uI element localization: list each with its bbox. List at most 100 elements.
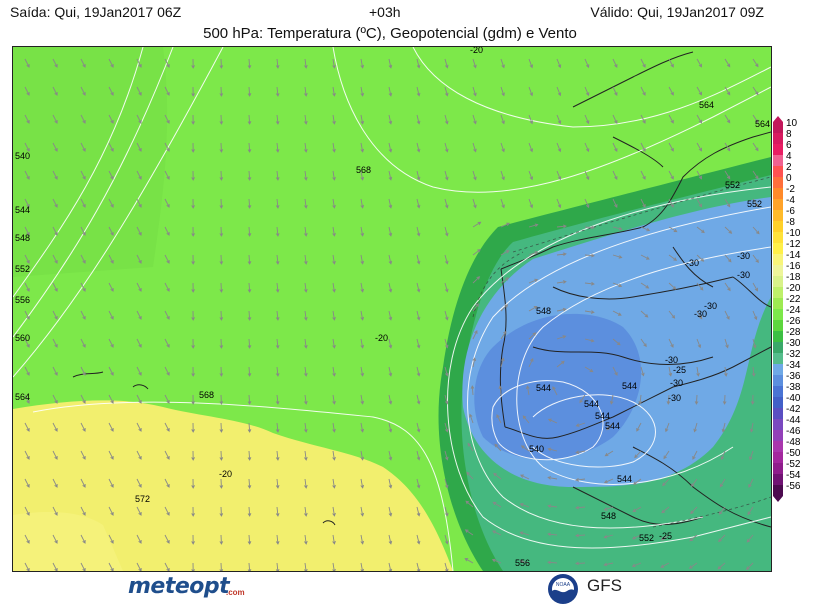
colorbar-swatch: [773, 353, 783, 364]
forecast-lead: +03h: [369, 4, 401, 20]
wind-arrow: [603, 534, 614, 539]
colorbar-tick-label: -18: [786, 272, 801, 283]
colorbar-tick-label: -38: [786, 382, 801, 393]
wind-arrow: [444, 478, 449, 489]
wind-arrow: [219, 534, 224, 545]
colorbar-swatch: [773, 342, 783, 353]
wind-arrow: [136, 170, 142, 180]
wind-arrow: [136, 282, 142, 292]
wind-arrow: [247, 254, 252, 265]
wind-arrow: [416, 58, 421, 69]
wind-arrow: [332, 394, 336, 405]
wind-arrow: [528, 198, 534, 209]
wind-arrow: [24, 282, 30, 292]
wind-arrow: [696, 86, 702, 96]
wind-arrow: [388, 142, 393, 153]
wind-arrow: [247, 478, 252, 489]
geopotential-label: 552: [15, 264, 30, 274]
wind-arrow: [24, 226, 30, 236]
wind-arrow: [575, 478, 586, 482]
temperature-label: -30: [694, 309, 707, 319]
wind-arrow: [108, 534, 114, 544]
wind-arrow: [24, 114, 30, 124]
wind-arrow: [275, 282, 280, 293]
wind-arrow: [640, 366, 645, 377]
wind-arrow: [304, 506, 308, 517]
colorbar-tick-label: -8: [786, 217, 795, 228]
colorbar-swatch: [773, 210, 783, 221]
wind-arrow: [360, 562, 365, 571]
wind-arrow: [668, 86, 674, 96]
wind-arrow: [528, 114, 534, 125]
wind-arrow: [666, 394, 671, 405]
colorbar-tick-label: -36: [786, 371, 801, 382]
wind-arrow: [718, 506, 726, 515]
wind-arrow: [472, 248, 481, 256]
wind-arrow: [247, 58, 252, 69]
wind-arrow: [136, 506, 142, 516]
geopotential-label: 564: [699, 100, 714, 110]
wind-arrow: [496, 414, 502, 424]
wind-arrow: [464, 558, 474, 564]
wind-arrow: [752, 338, 757, 349]
wind-arrow: [444, 562, 449, 571]
wind-arrow: [247, 366, 252, 377]
wind-arrow: [724, 114, 731, 124]
wind-arrow: [668, 366, 673, 377]
wind-arrow: [470, 385, 475, 396]
green-shade-west: [13, 47, 168, 277]
colorbar-swatch: [773, 320, 783, 331]
wind-arrow: [275, 534, 280, 545]
wind-arrow: [528, 86, 534, 97]
wind-arrow: [164, 282, 170, 292]
wind-arrow: [219, 58, 224, 69]
wind-arrow: [164, 254, 170, 264]
wind-arrow: [416, 534, 421, 545]
geopotential-label: 544: [595, 411, 610, 421]
wind-arrow: [444, 170, 449, 181]
wind-arrow: [640, 338, 647, 348]
wind-arrow: [500, 114, 505, 125]
wind-arrow: [528, 142, 534, 153]
wind-arrow: [332, 282, 336, 293]
wind-arrow: [718, 534, 726, 543]
wind-arrow: [191, 338, 195, 349]
colorbar-swatch: [773, 331, 783, 342]
wind-arrow: [164, 310, 170, 320]
geopotential-label: 552: [639, 533, 654, 543]
wind-arrow: [472, 330, 478, 340]
wind-arrow: [360, 142, 365, 153]
wind-arrow: [164, 114, 170, 124]
wind-arrow: [275, 562, 280, 571]
wind-arrow: [575, 561, 586, 566]
wind-arrow: [752, 114, 759, 124]
wind-arrow: [724, 282, 731, 292]
wind-arrow: [388, 198, 393, 209]
wind-arrow: [164, 142, 170, 152]
temperature-label: -30: [665, 355, 678, 365]
wind-arrow: [717, 562, 726, 570]
wind-arrow: [247, 422, 252, 433]
wind-arrow: [360, 478, 365, 489]
colorbar-labels: 1086420-2-4-6-8-10-12-14-16-18-20-22-24-…: [786, 118, 801, 492]
wind-arrow: [80, 170, 86, 180]
wind-arrow: [219, 562, 224, 571]
colorbar-tick-label: -32: [786, 349, 801, 360]
wind-arrow: [500, 250, 510, 256]
wind-arrow: [556, 170, 562, 181]
wind-arrow: [752, 170, 759, 180]
wind-arrow: [275, 478, 280, 489]
wind-arrow: [24, 366, 30, 376]
wind-arrow: [444, 450, 449, 461]
wind-arrow: [360, 338, 365, 349]
wind-arrow: [52, 170, 58, 180]
wind-arrow: [219, 170, 224, 181]
colorbar-tick-label: 2: [786, 162, 792, 173]
wind-arrow: [416, 506, 421, 517]
wind-arrow: [24, 506, 30, 516]
wind-arrow: [304, 226, 308, 237]
wind-arrow: [108, 450, 114, 460]
wind-arrow: [247, 310, 252, 321]
wind-arrow: [522, 415, 530, 424]
wind-arrow: [219, 450, 224, 461]
